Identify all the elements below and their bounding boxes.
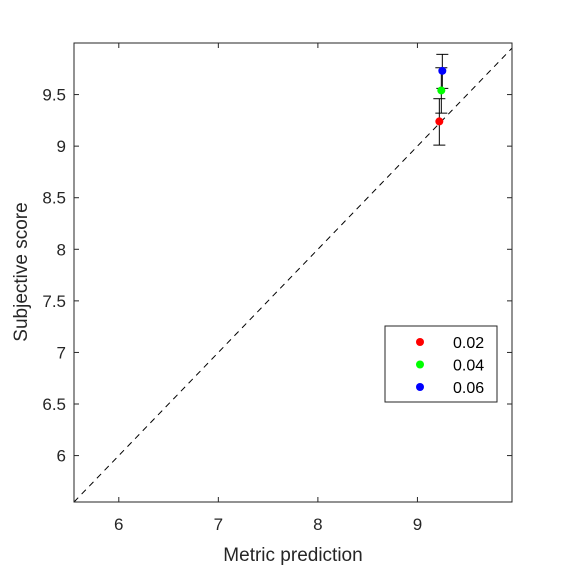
- x-tick-label: 6: [114, 515, 123, 534]
- x-tick-label: 7: [214, 515, 223, 534]
- legend-label-0.06: 0.06: [453, 380, 484, 397]
- y-tick-label: 9.5: [42, 86, 66, 105]
- x-axis-label: Metric prediction: [223, 545, 362, 566]
- y-tick-label: 8.5: [42, 189, 66, 208]
- legend-marker-0.02: [416, 338, 424, 346]
- plot-frame: [73, 42, 513, 503]
- legend: 0.02 0.04 0.06: [384, 325, 498, 403]
- y-tick-label: 9: [57, 137, 66, 156]
- legend-label-0.04: 0.04: [453, 358, 484, 375]
- y-tick-label: 6.5: [42, 395, 66, 414]
- legend-box: [384, 325, 498, 403]
- y-tick-label: 7: [57, 343, 66, 362]
- x-tick-label: 8: [313, 515, 322, 534]
- tick-layer: 6 7 8 9 6 6.5 7 7.5 8 8.5 9 9.5: [42, 43, 512, 534]
- legend-marker-0.04: [416, 360, 424, 369]
- y-axis-label: Subjective score: [11, 202, 32, 341]
- point-layer: [435, 66, 447, 126]
- y-tick-label: 8: [57, 240, 66, 259]
- y-tick-label: 6: [57, 447, 66, 466]
- legend-marker-0.06: [416, 383, 424, 391]
- legend-label-0.02: 0.02: [453, 335, 484, 352]
- plot-area: [74, 43, 512, 502]
- y-tick-label: 7.5: [42, 292, 66, 311]
- x-tick-label: 9: [413, 515, 422, 534]
- data-point-0.06: [438, 66, 447, 75]
- data-point-0.02: [435, 117, 444, 126]
- data-point-0.04: [437, 86, 446, 95]
